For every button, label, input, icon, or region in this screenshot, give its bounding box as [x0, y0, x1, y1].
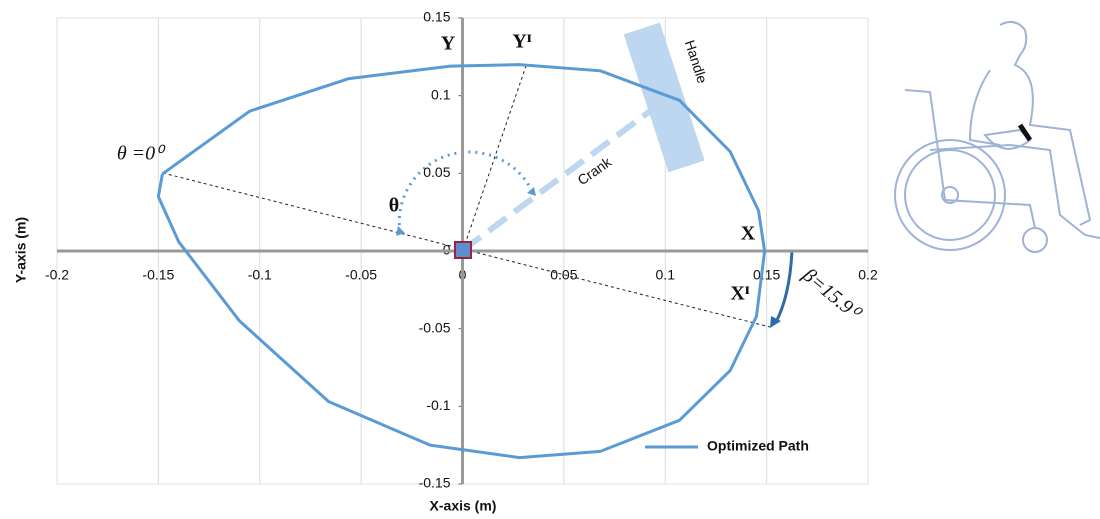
annotation: θ	[389, 195, 399, 217]
annotation: Xᴵ	[730, 283, 749, 305]
x-tick-label: -0.1	[248, 267, 272, 283]
annotation: X	[741, 223, 756, 245]
annotation: Crank	[574, 153, 615, 188]
y-tick-label: -0.15	[419, 475, 451, 491]
x-tick-label: 0.15	[753, 267, 780, 283]
y-axis-title: Y-axis (m)	[13, 217, 29, 283]
beta-arc	[776, 250, 792, 322]
x-tick-label: 0.05	[550, 267, 577, 283]
wheelchair-illustration	[895, 22, 1100, 252]
x-axis-title: X-axis (m)	[430, 498, 497, 514]
y-tick-label: 0.15	[423, 9, 450, 25]
annotation: Y	[441, 33, 456, 55]
chart: -0.2-0.15-0.1-0.0500.050.10.150.2-0.15-0…	[0, 0, 1100, 519]
x-tick-label: 0.2	[858, 267, 878, 283]
annotation: Yᴵ	[512, 31, 531, 53]
x-tick-label: -0.05	[345, 267, 377, 283]
y-tick-label: 0.1	[431, 86, 451, 102]
y-tick-label: 0.05	[423, 164, 450, 180]
origin-pivot	[455, 242, 471, 258]
x-tick-label: -0.2	[45, 267, 69, 283]
annotation: β=15.9⁰	[798, 263, 866, 325]
x-tick-label: 0.1	[656, 267, 676, 283]
y-tick-label: -0.05	[419, 319, 451, 335]
theta-arc	[399, 152, 533, 232]
legend-label: Optimized Path	[707, 438, 809, 454]
annotation: Handle	[682, 38, 711, 85]
x-tick-label: -0.15	[142, 267, 174, 283]
reference-line	[463, 63, 527, 250]
annotation: θ =0⁰	[117, 143, 166, 165]
y-tick-label: -0.1	[426, 397, 450, 413]
